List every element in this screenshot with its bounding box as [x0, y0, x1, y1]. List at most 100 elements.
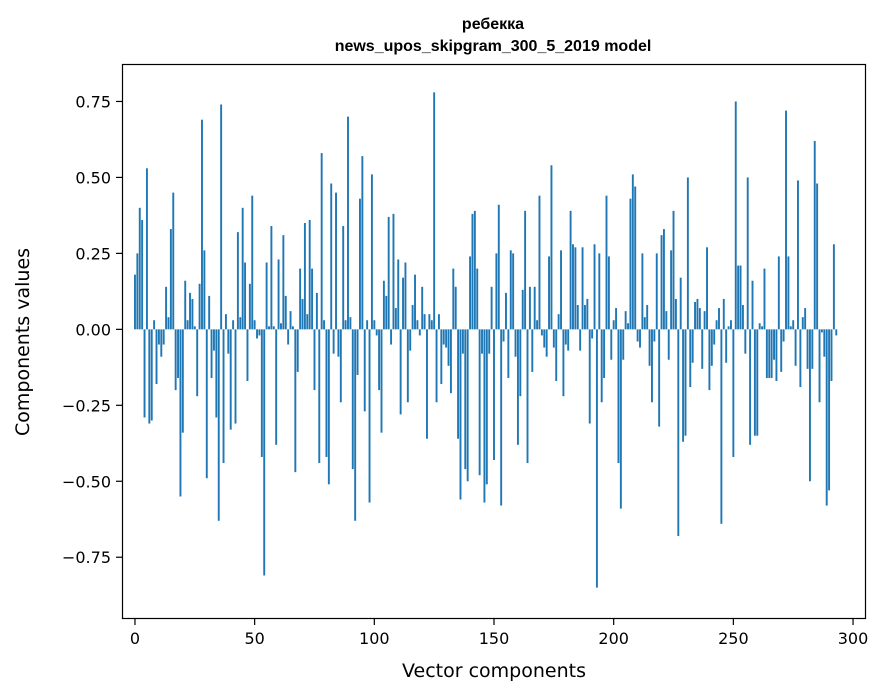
bar: [761, 326, 764, 330]
x-tick-label: 0: [130, 629, 140, 648]
bar: [758, 323, 761, 330]
bar: [423, 314, 426, 330]
bar: [387, 216, 390, 330]
bar: [806, 329, 809, 369]
bar: [325, 329, 328, 457]
bar: [483, 329, 486, 503]
bar: [359, 198, 361, 330]
bar: [471, 213, 474, 330]
bar: [698, 308, 701, 330]
bar: [181, 329, 184, 433]
bar: [634, 186, 637, 330]
bar: [627, 323, 629, 330]
bar: [213, 329, 215, 351]
bar: [512, 253, 515, 330]
bar: [433, 92, 436, 330]
bar: [337, 329, 340, 357]
bar: [538, 195, 541, 330]
bar: [557, 314, 560, 330]
chart-subtitle: news_upos_skipgram_300_5_2019 model: [335, 38, 652, 55]
bar: [167, 317, 170, 330]
bar: [595, 329, 598, 588]
bar: [569, 210, 572, 330]
bar: [251, 195, 254, 330]
bar: [564, 329, 567, 345]
bar: [734, 101, 737, 330]
bar: [581, 247, 584, 330]
bar: [497, 204, 500, 330]
bar: [560, 250, 562, 330]
bar: [722, 298, 725, 330]
bar: [804, 308, 807, 330]
bar: [287, 329, 290, 345]
y-tick-label: −0.25: [62, 396, 111, 415]
bar: [416, 320, 419, 330]
bar: [665, 311, 668, 330]
bar: [473, 210, 476, 330]
bar: [794, 329, 797, 366]
bar: [153, 320, 156, 330]
bar: [155, 329, 158, 385]
bar: [335, 192, 337, 330]
bar: [253, 320, 256, 330]
bar: [519, 329, 522, 397]
bar: [653, 329, 656, 342]
bar: [260, 329, 263, 457]
bar: [684, 329, 687, 436]
bar: [370, 174, 373, 330]
bar: [818, 329, 821, 403]
bar: [667, 329, 670, 360]
bar: [643, 317, 646, 330]
x-tick-label: 100: [359, 629, 390, 648]
bar: [550, 165, 553, 330]
bar: [593, 244, 596, 330]
bar: [134, 274, 136, 330]
bar: [619, 329, 622, 509]
bar: [198, 283, 201, 330]
bar: [162, 329, 165, 345]
x-tick-label: 250: [718, 629, 749, 648]
bar: [454, 286, 457, 330]
bar: [430, 320, 433, 330]
bar: [311, 268, 314, 330]
bar: [196, 329, 199, 397]
bar: [502, 329, 505, 342]
bar: [339, 329, 342, 403]
bar: [820, 329, 823, 333]
bar: [143, 329, 146, 418]
bar: [263, 329, 266, 576]
bar: [720, 329, 723, 524]
bar: [414, 274, 416, 330]
bar: [382, 280, 385, 330]
bar: [248, 283, 251, 330]
bar: [545, 329, 548, 357]
bar: [258, 329, 261, 336]
bar: [576, 305, 579, 330]
bar: [299, 268, 302, 330]
bar: [773, 329, 775, 360]
bar: [792, 320, 795, 330]
bar: [160, 329, 163, 357]
bar: [275, 329, 278, 445]
bar: [392, 213, 395, 330]
bar: [694, 302, 697, 330]
bar: [584, 305, 586, 330]
bar: [562, 329, 565, 397]
bar: [531, 329, 534, 372]
bar: [301, 298, 304, 330]
y-tick-label: 0.25: [75, 244, 111, 263]
bar: [136, 253, 139, 330]
bar: [540, 329, 543, 336]
y-tick-label: 0.50: [75, 168, 111, 187]
bar: [291, 326, 294, 330]
bar: [679, 277, 682, 330]
bar: [574, 247, 577, 330]
bar: [777, 256, 780, 330]
plot-frame: [121, 63, 867, 620]
bar: [296, 329, 299, 372]
bar: [660, 235, 663, 330]
bar: [797, 180, 799, 330]
bar: [782, 329, 785, 342]
bar: [533, 286, 536, 330]
bar: [394, 308, 397, 330]
